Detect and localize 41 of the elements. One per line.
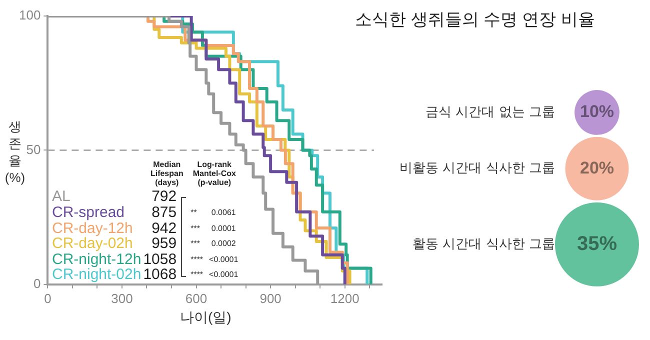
data-label: 20% bbox=[580, 158, 614, 178]
annotation: 0.0061 bbox=[210, 207, 237, 220]
text: 소식한 생쥐들의 수명 연장 비율 bbox=[354, 9, 596, 31]
annotation: **** bbox=[190, 254, 204, 266]
x-tick-label: 900 bbox=[260, 290, 282, 306]
annotation: <0.0001 bbox=[209, 269, 238, 282]
text: CR-spread bbox=[52, 204, 126, 222]
x-axis-title: 나이(일) bbox=[180, 309, 232, 327]
x-tick-label: 0 bbox=[44, 290, 52, 306]
annotation: Median Lifespan (days) bbox=[150, 160, 184, 188]
y-tick-label: 50 bbox=[26, 142, 41, 157]
data-label: 10% bbox=[580, 102, 614, 122]
annotation: **** bbox=[190, 269, 204, 282]
category-label: 비활동 시간대 식사한 그룹 bbox=[400, 161, 555, 176]
text: CR-night-12h bbox=[52, 250, 142, 268]
x-tick-label: 600 bbox=[185, 290, 208, 306]
annotation: 942 bbox=[150, 220, 178, 237]
annotation: ** bbox=[190, 207, 198, 220]
y-tick-label: 0 bbox=[33, 276, 41, 291]
annotation: *** bbox=[190, 222, 201, 235]
annotation: 0.0002 bbox=[210, 238, 237, 250]
annotation: 1058 bbox=[143, 250, 178, 268]
y-axis-title: 생존율(%) bbox=[4, 118, 26, 186]
data-label: 35% bbox=[576, 232, 618, 255]
text: CR-day-12h bbox=[52, 220, 134, 237]
x-tick-label: 1200 bbox=[330, 290, 360, 306]
annotation: 0.0001 bbox=[210, 222, 237, 235]
annotation: <0.0001 bbox=[209, 254, 238, 266]
category-label: 금식 시간대 없는 그룹 bbox=[426, 104, 555, 120]
y-tick-label: 100 bbox=[18, 8, 41, 23]
category-label: 활동 시간대 식사한 그룹 bbox=[412, 236, 555, 252]
x-tick-label: 300 bbox=[111, 290, 133, 306]
text: AL bbox=[52, 188, 72, 206]
annotation: 875 bbox=[150, 204, 178, 222]
annotation: Log-rank Mantel-Cox (p-value) bbox=[192, 160, 236, 188]
annotation: 959 bbox=[150, 235, 178, 252]
annotation: 792 bbox=[150, 188, 178, 206]
text: CR-night-02h bbox=[52, 266, 142, 284]
annotation: 1068 bbox=[143, 266, 178, 284]
annotation: *** bbox=[190, 238, 201, 250]
text: CR-day-02h bbox=[52, 235, 134, 252]
